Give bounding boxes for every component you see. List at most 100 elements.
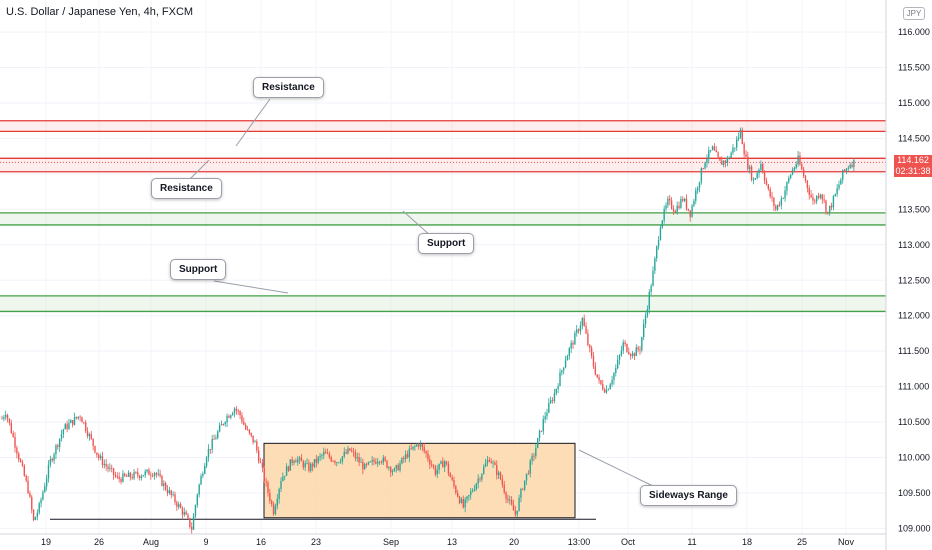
candle-up [819,194,822,198]
candle-up [782,198,784,200]
candle-down [447,464,450,474]
candle-down [159,473,161,476]
candle-up [700,168,703,182]
candle-down [429,459,431,465]
candle-up [730,152,732,158]
candle-down [349,448,351,451]
candle-up [663,208,665,221]
candle-up [280,480,282,489]
candle-up [419,444,422,447]
candle-down [702,168,704,169]
candle-down [594,366,597,375]
candle-up [531,455,533,461]
x-tick-label: 18 [742,537,752,547]
candle-down [458,496,461,503]
candle-down [672,208,675,211]
candle-down [365,464,368,465]
candle-down [269,492,271,502]
candle-up [204,465,206,474]
candle-down [499,472,502,480]
candle-down [590,347,593,357]
candle-down [830,205,833,208]
candle-up [99,456,102,459]
candle-up [254,441,256,443]
candle-down [808,188,810,195]
candle-down [812,197,814,201]
candle-down [10,423,12,434]
y-tick-label: 110.500 [898,417,930,427]
candle-down [778,204,781,206]
callout-sideways-range[interactable]: Sideways Range [640,485,737,506]
candle-down [373,459,375,462]
callout-resistance-lower[interactable]: Resistance [151,178,222,199]
candle-up [706,158,708,163]
candle-up [278,488,280,499]
candle-down [514,510,517,515]
candle-down [18,453,20,460]
candle-down [585,326,587,334]
candle-down [689,210,691,217]
candle-up [310,463,312,471]
candle-down [244,424,247,430]
candle-down [596,374,598,378]
candle-down [187,514,189,519]
candle-up [561,370,563,373]
candle-down [287,466,290,471]
candle-up [643,324,645,338]
candle-up [140,476,143,479]
candle-down [386,460,388,468]
candle-down [767,184,770,190]
candle-up [780,198,783,206]
candle-down [540,430,543,432]
candle-up [607,389,610,391]
candle-down [747,156,749,170]
currency-badge[interactable]: JPY [903,7,925,20]
candle-down [633,353,636,357]
candle-up [321,455,323,457]
candle-up [53,454,55,461]
candle-up [298,457,301,460]
candle-up [336,462,338,464]
candle-up [559,372,561,387]
candle-up [64,424,66,430]
candle-up [382,457,384,463]
candle-down [442,461,444,468]
candle-down [384,457,386,461]
candle-down [111,467,113,469]
candle-up [659,227,662,241]
candle-down [503,484,505,493]
candle-down [148,469,150,476]
candle-down [814,200,816,202]
candle-down [682,199,684,201]
candle-down [101,456,104,465]
candle-down [79,416,81,418]
candle-down [430,464,433,466]
candlestick-series [1,127,855,534]
x-tick-label: 13:00 [568,537,591,547]
candle-down [25,476,27,481]
callout-support-lower[interactable]: Support [170,259,227,280]
candle-down [209,448,212,450]
callout-resistance-upper[interactable]: Resistance [253,77,324,98]
candle-down [96,452,98,455]
last-price-tag: 114.162 02:31:38 [894,155,932,177]
candle-down [551,400,554,401]
candle-down [810,194,812,198]
candle-up [471,490,474,492]
candle-down [324,451,327,454]
pointer-resistance-upper [235,98,271,147]
candle-up [749,166,751,170]
candle-down [825,200,827,212]
y-tick-label: 115.500 [898,63,930,73]
candle-up [737,137,740,140]
callout-pointers [187,98,656,488]
candle-up [440,461,442,464]
candle-down [326,453,329,455]
candle-down [332,461,334,462]
y-tick-label: 113.500 [898,204,930,214]
callout-support-upper[interactable]: Support [418,233,475,254]
candle-up [563,367,565,371]
candle-up [566,355,569,361]
candle-up [613,373,615,381]
